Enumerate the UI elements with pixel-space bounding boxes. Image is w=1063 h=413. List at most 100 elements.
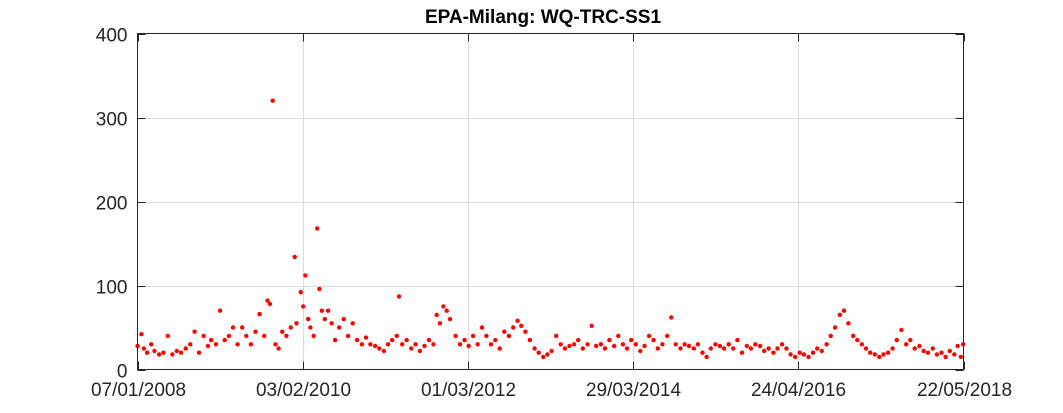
data-point: [519, 323, 524, 328]
data-point: [753, 342, 758, 347]
data-point: [934, 352, 940, 357]
data-point: [717, 343, 723, 349]
data-point: [682, 342, 687, 347]
data-point: [502, 329, 507, 334]
data-point: [149, 342, 154, 347]
data-point: [651, 337, 656, 343]
data-point: [488, 342, 494, 347]
data-point: [921, 348, 926, 354]
data-point: [771, 350, 776, 355]
data-point: [832, 325, 838, 330]
data-point: [523, 329, 528, 334]
data-point: [793, 354, 798, 360]
data-point: [470, 333, 476, 339]
data-point: [638, 348, 643, 354]
data-point: [431, 342, 436, 347]
data-point: [217, 308, 223, 313]
data-point: [394, 333, 399, 339]
data-point: [686, 343, 692, 349]
data-point: [908, 337, 913, 343]
data-point: [660, 342, 665, 347]
data-point: [311, 333, 316, 339]
data-point: [373, 343, 378, 349]
data-point: [815, 346, 820, 351]
data-point: [863, 346, 869, 351]
data-point: [257, 311, 262, 317]
data-point: [493, 337, 498, 343]
data-point: [354, 337, 360, 343]
data-point: [828, 333, 833, 339]
data-point: [253, 329, 258, 334]
y-axis-tick-labels: 0 100 200 300 400: [96, 26, 128, 383]
data-point: [152, 348, 157, 354]
data-point: [646, 333, 652, 339]
data-point: [731, 346, 736, 351]
data-point: [633, 342, 638, 347]
data-point: [904, 342, 909, 347]
data-point: [484, 333, 489, 339]
data-point: [156, 352, 162, 357]
data-point: [576, 337, 581, 343]
data-point: [779, 342, 785, 347]
x-tick-label: 07/01/2008: [91, 380, 186, 401]
data-point: [270, 98, 275, 103]
data-point: [894, 337, 899, 343]
data-point: [400, 342, 405, 347]
data-point: [222, 337, 227, 343]
data-point: [620, 342, 626, 347]
data-point: [912, 346, 917, 351]
data-point: [139, 332, 144, 337]
data-point: [276, 346, 281, 351]
data-point: [899, 327, 904, 333]
data-point: [437, 321, 443, 326]
data-point: [837, 312, 843, 318]
data-point: [952, 352, 957, 357]
data-point: [612, 343, 617, 349]
data-point: [558, 342, 563, 347]
data-points: [135, 98, 966, 360]
data-point: [230, 325, 236, 330]
data-point: [170, 352, 175, 357]
data-point: [280, 329, 285, 334]
y-tick-label: 400: [96, 26, 128, 47]
data-point: [294, 321, 299, 326]
data-point: [265, 298, 270, 303]
data-point: [841, 308, 847, 313]
data-point: [240, 325, 245, 330]
y-tick-label: 100: [96, 278, 128, 299]
data-point: [409, 346, 414, 351]
data-point: [345, 333, 351, 339]
data-point: [178, 350, 184, 355]
data-point: [385, 342, 391, 347]
data-point: [955, 343, 960, 349]
data-point: [319, 308, 324, 313]
data-point: [213, 342, 219, 347]
data-point: [303, 273, 308, 278]
y-tick-label: 0: [117, 362, 128, 383]
data-point: [691, 346, 696, 351]
data-point: [532, 346, 537, 351]
data-point: [479, 325, 485, 330]
data-point: [766, 346, 771, 351]
data-point: [235, 342, 240, 347]
data-point: [593, 343, 599, 349]
data-point: [317, 286, 322, 292]
data-point: [925, 350, 931, 355]
data-point: [846, 321, 851, 326]
data-point: [819, 348, 824, 354]
data-point: [350, 321, 355, 326]
data-point: [665, 333, 670, 339]
x-tick-label: 03/02/2010: [256, 380, 351, 401]
data-point: [244, 333, 249, 339]
data-point: [704, 354, 709, 360]
data-point: [284, 333, 289, 339]
data-point: [262, 333, 267, 339]
data-point: [806, 354, 811, 360]
data-point: [413, 342, 418, 347]
y-tick-label: 300: [96, 110, 128, 131]
data-point: [624, 346, 630, 351]
data-point: [515, 318, 520, 323]
data-point: [396, 294, 402, 299]
data-point: [748, 346, 754, 351]
